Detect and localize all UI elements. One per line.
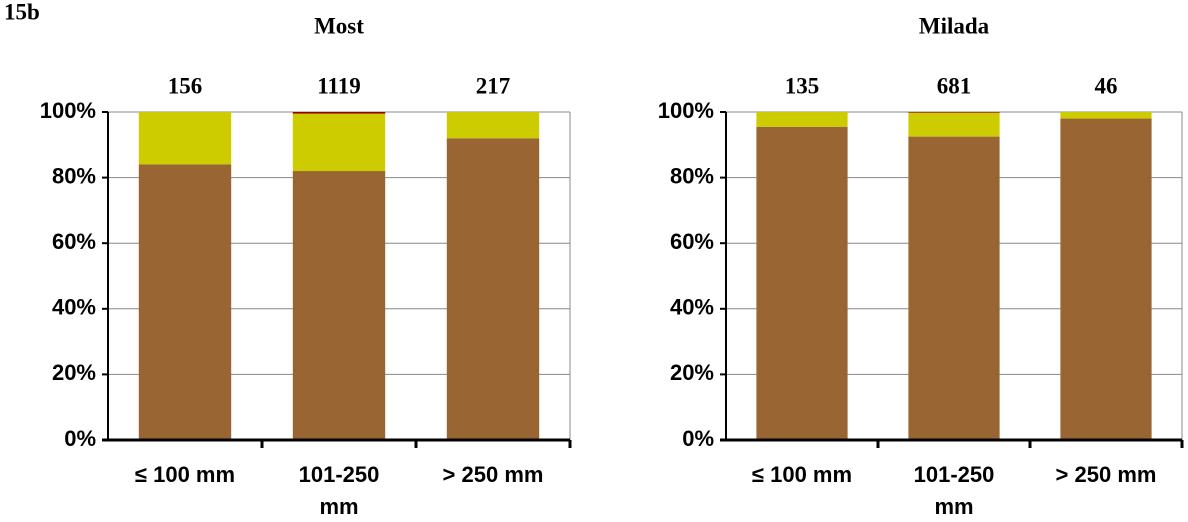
y-tick-label: 20% xyxy=(670,360,714,385)
x-tick-label: > 250 mm xyxy=(1056,462,1157,487)
bar-segment xyxy=(908,136,1000,440)
y-tick-label: 80% xyxy=(670,163,714,188)
bar-annotation: 156 xyxy=(168,73,203,98)
chart-title: Most xyxy=(314,13,364,38)
y-tick-label: 40% xyxy=(52,295,96,320)
bar-segment xyxy=(908,112,1000,113)
bar-annotation: 135 xyxy=(785,73,820,98)
y-tick-label: 40% xyxy=(670,295,714,320)
bar-annotation: 217 xyxy=(476,73,511,98)
bar-segment xyxy=(908,112,1000,137)
y-tick-label: 100% xyxy=(40,98,96,123)
bar-segment xyxy=(446,112,540,139)
bar-segment xyxy=(756,112,848,127)
bar-segment xyxy=(138,112,232,165)
bar-segment xyxy=(446,138,540,441)
y-tick-label: 0% xyxy=(64,426,96,451)
x-tick-label: 101-250 mm xyxy=(299,462,380,519)
bar-annotation: 46 xyxy=(1095,73,1118,98)
y-tick-label: 60% xyxy=(52,229,96,254)
chart-title: Milada xyxy=(919,13,990,38)
figure-label: 15b xyxy=(4,0,40,24)
bar-segment xyxy=(756,126,848,440)
bar-segment xyxy=(292,112,386,114)
x-tick-label: ≤ 100 mm xyxy=(135,462,235,487)
y-tick-label: 100% xyxy=(658,98,714,123)
bar-segment xyxy=(138,164,232,441)
y-tick-label: 0% xyxy=(682,426,714,451)
y-tick-label: 60% xyxy=(670,229,714,254)
bar-annotation: 1119 xyxy=(317,73,360,98)
x-tick-label: 101-250 mm xyxy=(914,462,995,519)
bar-segment xyxy=(292,113,386,172)
bar-segment xyxy=(1060,118,1152,440)
x-tick-label: ≤ 100 mm xyxy=(752,462,852,487)
x-tick-label: > 250 mm xyxy=(443,462,544,487)
bar-annotation: 681 xyxy=(937,73,972,98)
bar-segment xyxy=(1060,112,1152,119)
y-tick-label: 20% xyxy=(52,360,96,385)
y-tick-label: 80% xyxy=(52,163,96,188)
bar-segment xyxy=(292,171,386,441)
